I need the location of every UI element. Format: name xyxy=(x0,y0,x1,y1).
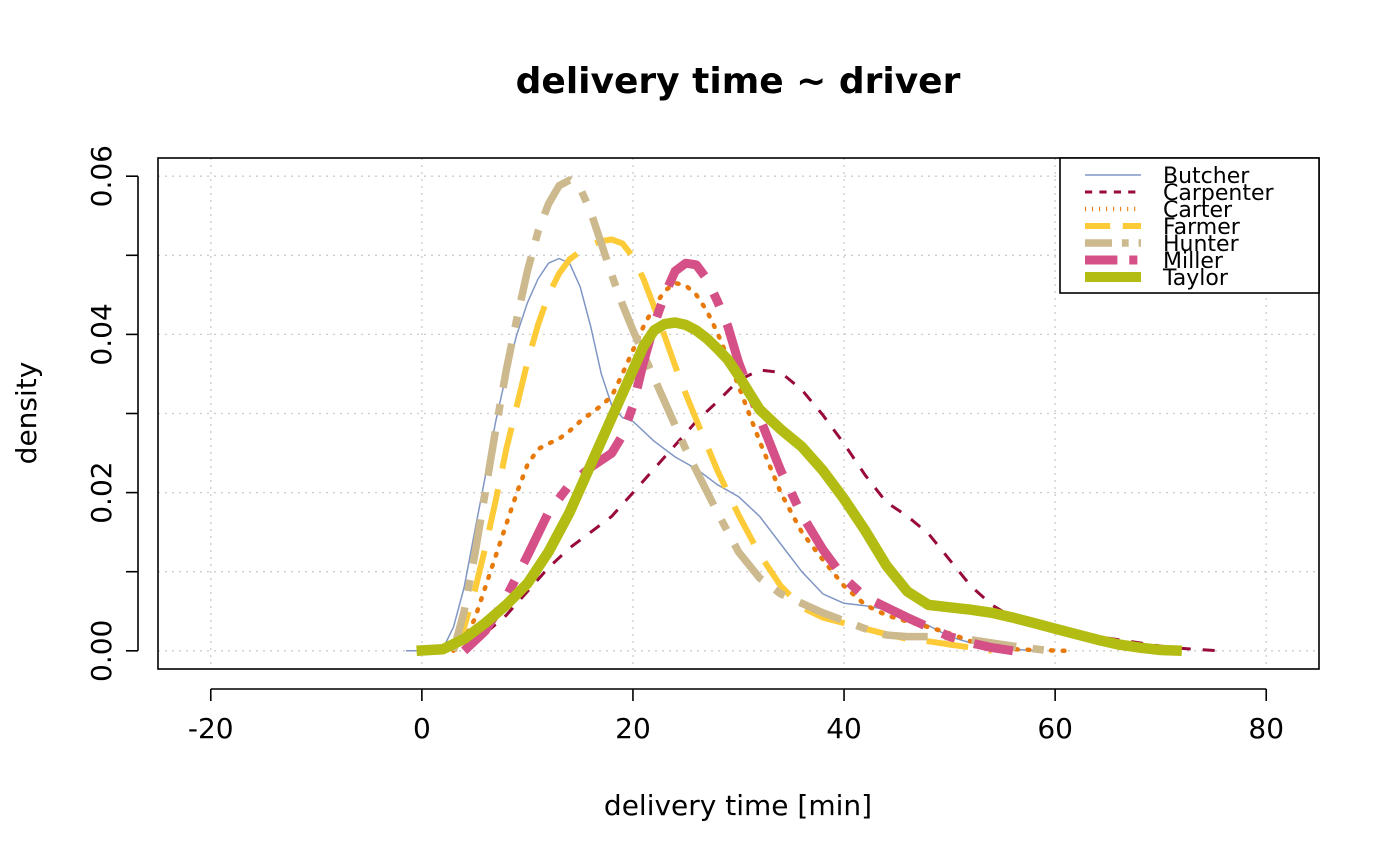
legend-label-carter: Carter xyxy=(1163,198,1233,223)
y-tick-label: 0.02 xyxy=(85,461,118,523)
legend-label-farmer: Farmer xyxy=(1163,215,1241,240)
y-axis: 0.00 0.02 0.04 0.06 xyxy=(85,145,139,682)
series-line-butcher xyxy=(406,257,1035,652)
legend-label-miller: Miller xyxy=(1163,249,1224,274)
chart-title: delivery time ~ driver xyxy=(516,61,961,102)
y-axis-label: density xyxy=(10,362,43,465)
y-tick-label: 0.04 xyxy=(85,303,118,365)
legend-label-butcher: Butcher xyxy=(1163,164,1250,189)
plot-frame xyxy=(157,157,1320,670)
legend-label-carpenter: Carpenter xyxy=(1163,181,1274,206)
x-tick-label: 80 xyxy=(1248,712,1284,745)
series-line-carpenter xyxy=(442,368,1219,653)
series-line-carter xyxy=(451,280,1068,654)
y-tick-label: 0.06 xyxy=(85,145,118,207)
series-line-farmer xyxy=(450,236,993,654)
series-line-hunter xyxy=(449,176,1051,655)
series-layer xyxy=(406,176,1219,657)
x-tick-label: -20 xyxy=(188,712,234,745)
x-axis-label: delivery time [min] xyxy=(604,789,872,822)
x-tick-label: 60 xyxy=(1037,712,1073,745)
legend-label-taylor: Taylor xyxy=(1162,266,1229,291)
legend: ButcherCarpenterCarterFarmerHunterMiller… xyxy=(1059,157,1320,294)
x-axis: -20 0 20 40 60 80 xyxy=(188,688,1284,745)
y-tick-label: 0.00 xyxy=(85,620,118,682)
series-line-taylor xyxy=(416,317,1182,657)
x-tick-label: 20 xyxy=(615,712,651,745)
x-tick-label: 0 xyxy=(413,712,431,745)
series-line-miller xyxy=(461,258,1014,656)
legend-label-hunter: Hunter xyxy=(1163,232,1240,257)
x-tick-label: 40 xyxy=(826,712,862,745)
